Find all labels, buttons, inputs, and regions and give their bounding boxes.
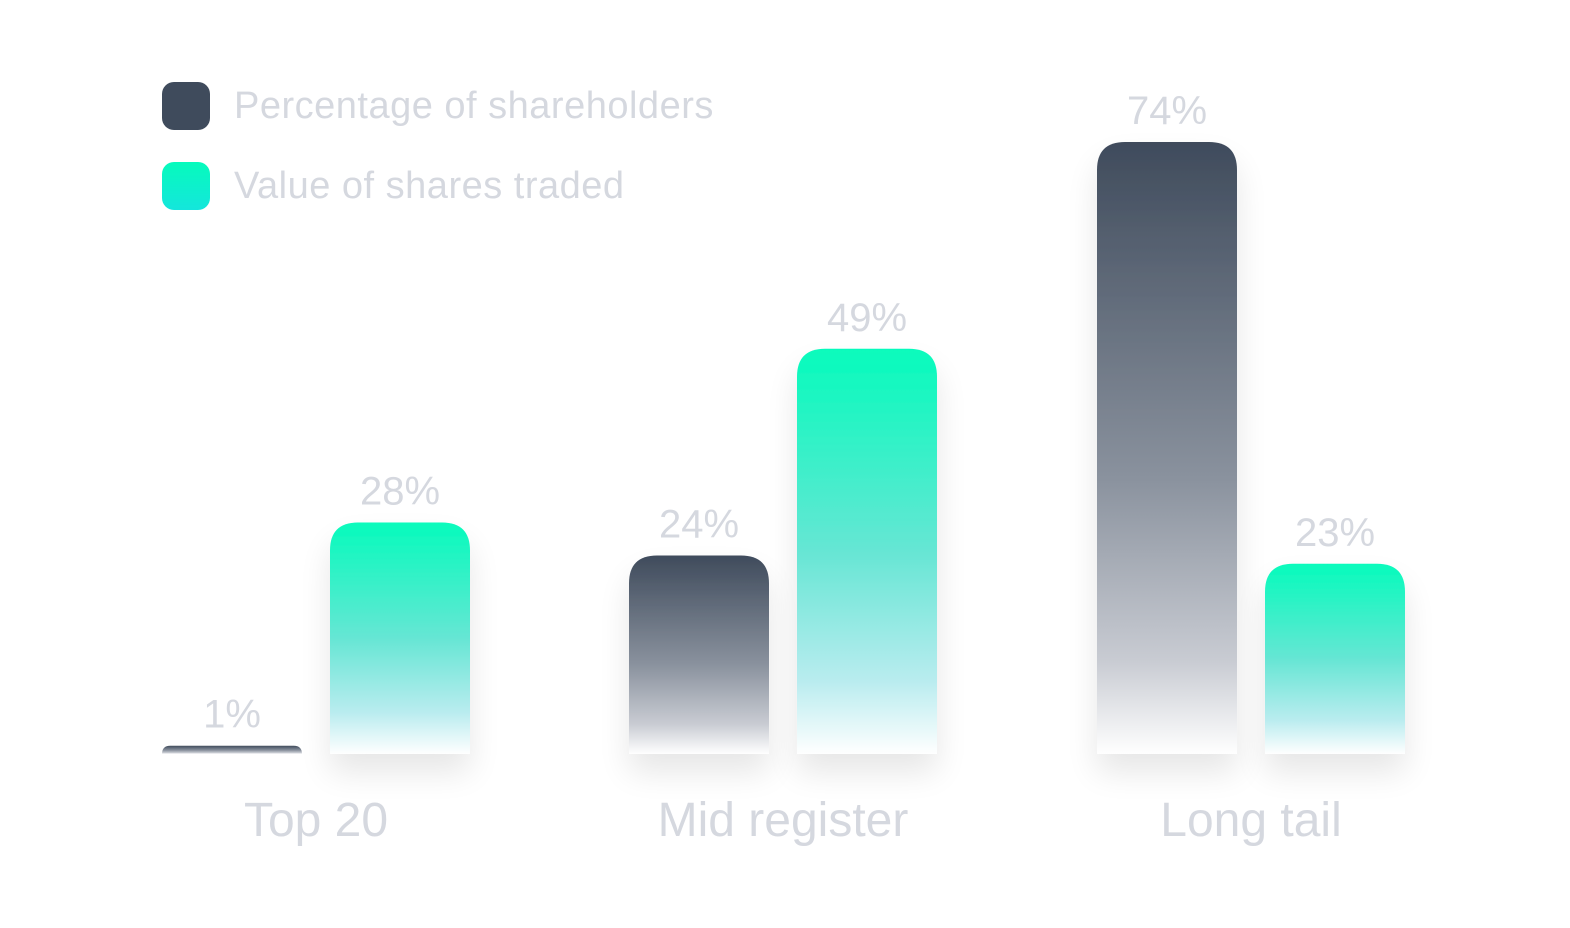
legend-item-shares-traded: Value of shares traded <box>162 162 714 210</box>
category-label-long-tail: Long tail <box>1160 794 1341 847</box>
legend-item-shareholders: Percentage of shareholders <box>162 82 714 130</box>
bars-layer <box>162 142 1405 754</box>
bar-mid-register-shareholders <box>629 555 769 754</box>
legend: Percentage of shareholders Value of shar… <box>162 82 714 242</box>
legend-label-shares-traded: Value of shares traded <box>234 164 625 207</box>
bar-mid-register-shares-traded <box>797 348 937 754</box>
legend-swatch-shareholders <box>162 82 210 130</box>
data-label-top-20-shareholders: 1% <box>203 693 261 737</box>
data-label-mid-register-shares-traded: 49% <box>827 296 907 340</box>
category-label-mid-register: Mid register <box>658 794 909 847</box>
data-label-top-20-shares-traded: 28% <box>360 469 440 513</box>
data-label-long-tail-shares-traded: 23% <box>1295 511 1375 555</box>
legend-label-shareholders: Percentage of shareholders <box>234 84 714 127</box>
bar-top-20-shareholders <box>162 745 302 754</box>
legend-swatch-shares-traded <box>162 162 210 210</box>
data-label-long-tail-shareholders: 74% <box>1127 89 1207 133</box>
bar-long-tail-shareholders <box>1097 142 1237 754</box>
category-label-top-20: Top 20 <box>244 794 388 847</box>
data-label-mid-register-shareholders: 24% <box>659 503 739 547</box>
bar-top-20-shares-traded <box>330 522 470 754</box>
bar-long-tail-shares-traded <box>1265 563 1405 754</box>
labels-layer: 1% 28% Top 20 24% 49% Mid register 74% 23% Long … <box>203 89 1375 847</box>
